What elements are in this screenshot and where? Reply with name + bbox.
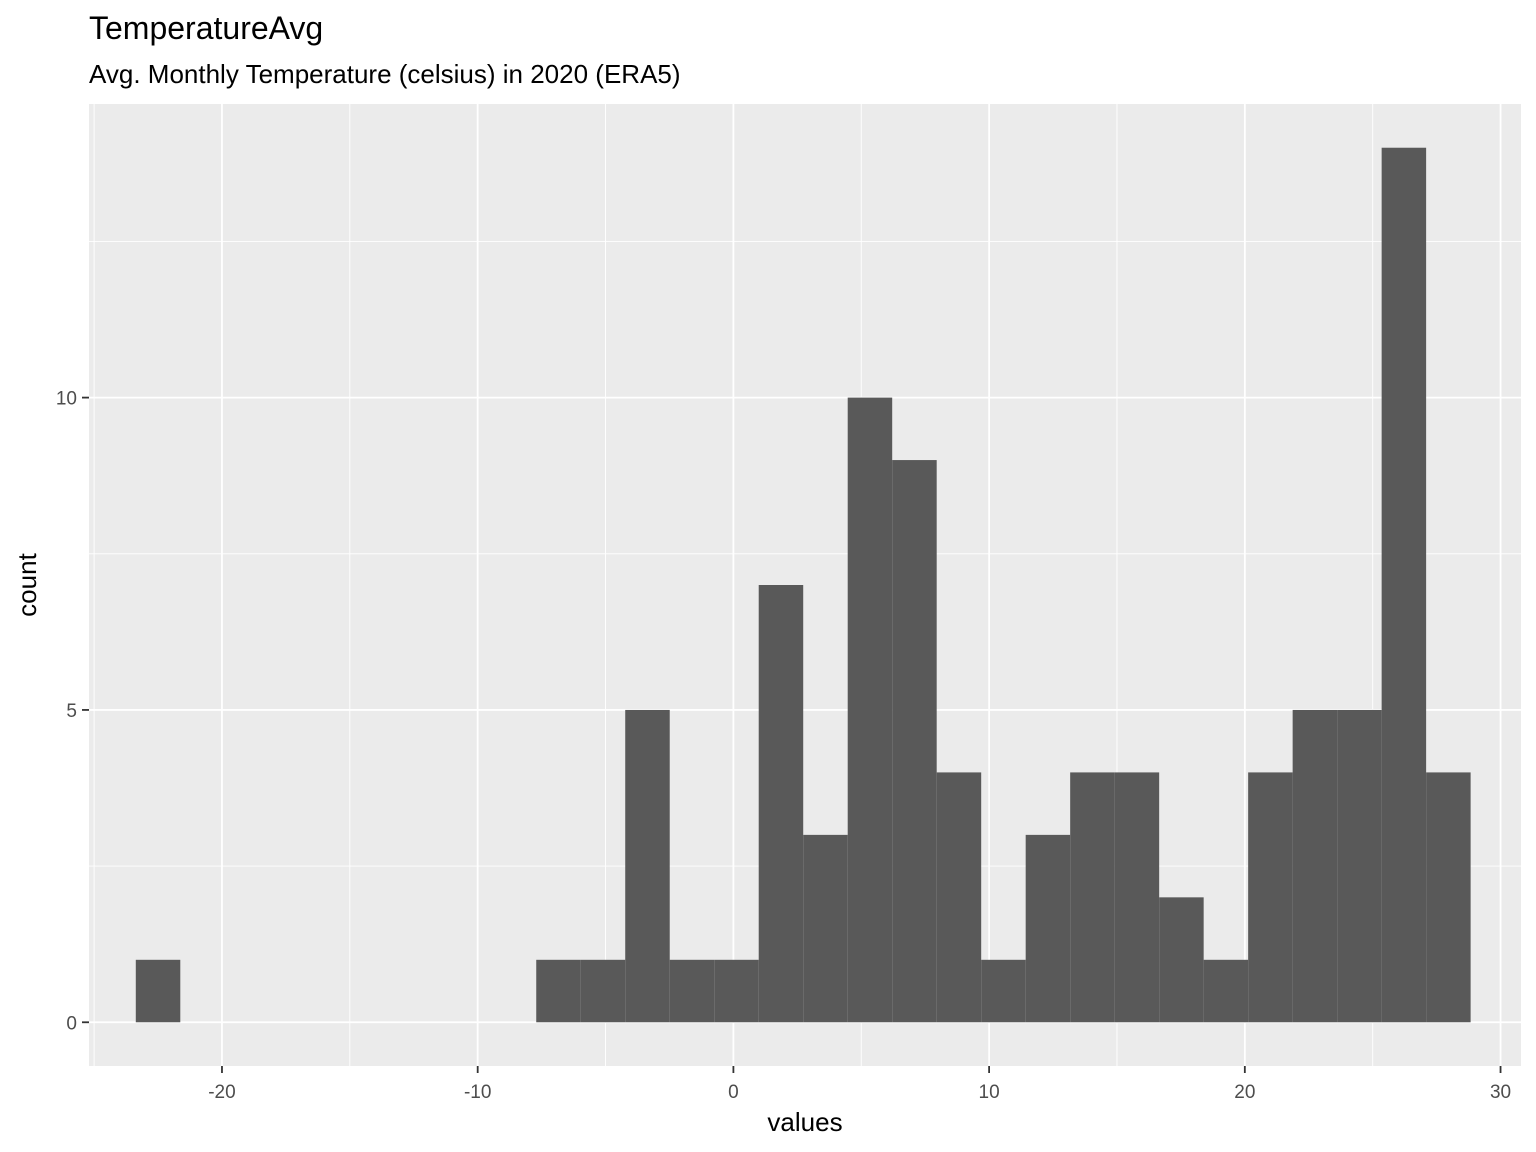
chart-subtitle: Avg. Monthly Temperature (celsius) in 20… bbox=[89, 59, 681, 89]
x-tick-label: 0 bbox=[728, 1082, 739, 1103]
histogram-bar bbox=[580, 959, 626, 1023]
histogram-bar bbox=[536, 959, 581, 1023]
histogram-bar bbox=[1292, 709, 1338, 1023]
histogram-bar bbox=[1203, 959, 1249, 1023]
histogram-bar bbox=[1337, 709, 1382, 1023]
x-axis: -20 -10 0 10 20 30 bbox=[208, 1066, 1511, 1103]
histogram-bar bbox=[1248, 772, 1293, 1023]
histogram-bar bbox=[1114, 772, 1160, 1023]
histogram-bar bbox=[1070, 772, 1115, 1023]
histogram-bar bbox=[714, 959, 759, 1023]
histogram-bar bbox=[1426, 772, 1471, 1023]
histogram-bar bbox=[803, 834, 848, 1023]
histogram-bar bbox=[936, 772, 982, 1023]
histogram-bar bbox=[1025, 834, 1071, 1023]
x-tick-label: -20 bbox=[208, 1082, 235, 1103]
histogram-bar bbox=[625, 709, 670, 1023]
histogram-bar bbox=[847, 397, 893, 1023]
histogram-bars bbox=[135, 147, 1471, 1023]
x-tick-label: 30 bbox=[1490, 1082, 1511, 1103]
histogram-bar bbox=[669, 959, 715, 1023]
y-tick-label: 5 bbox=[66, 701, 77, 722]
y-tick-label: 10 bbox=[56, 389, 77, 410]
y-axis: 0 5 10 bbox=[56, 389, 89, 1034]
histogram-bar bbox=[1159, 897, 1204, 1023]
x-axis-title: values bbox=[767, 1107, 842, 1137]
x-tick-label: 20 bbox=[1234, 1082, 1255, 1103]
x-tick-label: -10 bbox=[464, 1082, 491, 1103]
chart-title: TemperatureAvg bbox=[89, 10, 324, 46]
y-tick-label: 0 bbox=[66, 1013, 77, 1034]
histogram-bar bbox=[758, 585, 804, 1023]
histogram-bar bbox=[135, 959, 181, 1023]
histogram-bar bbox=[981, 959, 1026, 1023]
histogram-bar bbox=[892, 460, 937, 1023]
x-tick-label: 10 bbox=[979, 1082, 1000, 1103]
y-axis-title: count bbox=[12, 552, 42, 616]
histogram-bar bbox=[1381, 147, 1427, 1023]
